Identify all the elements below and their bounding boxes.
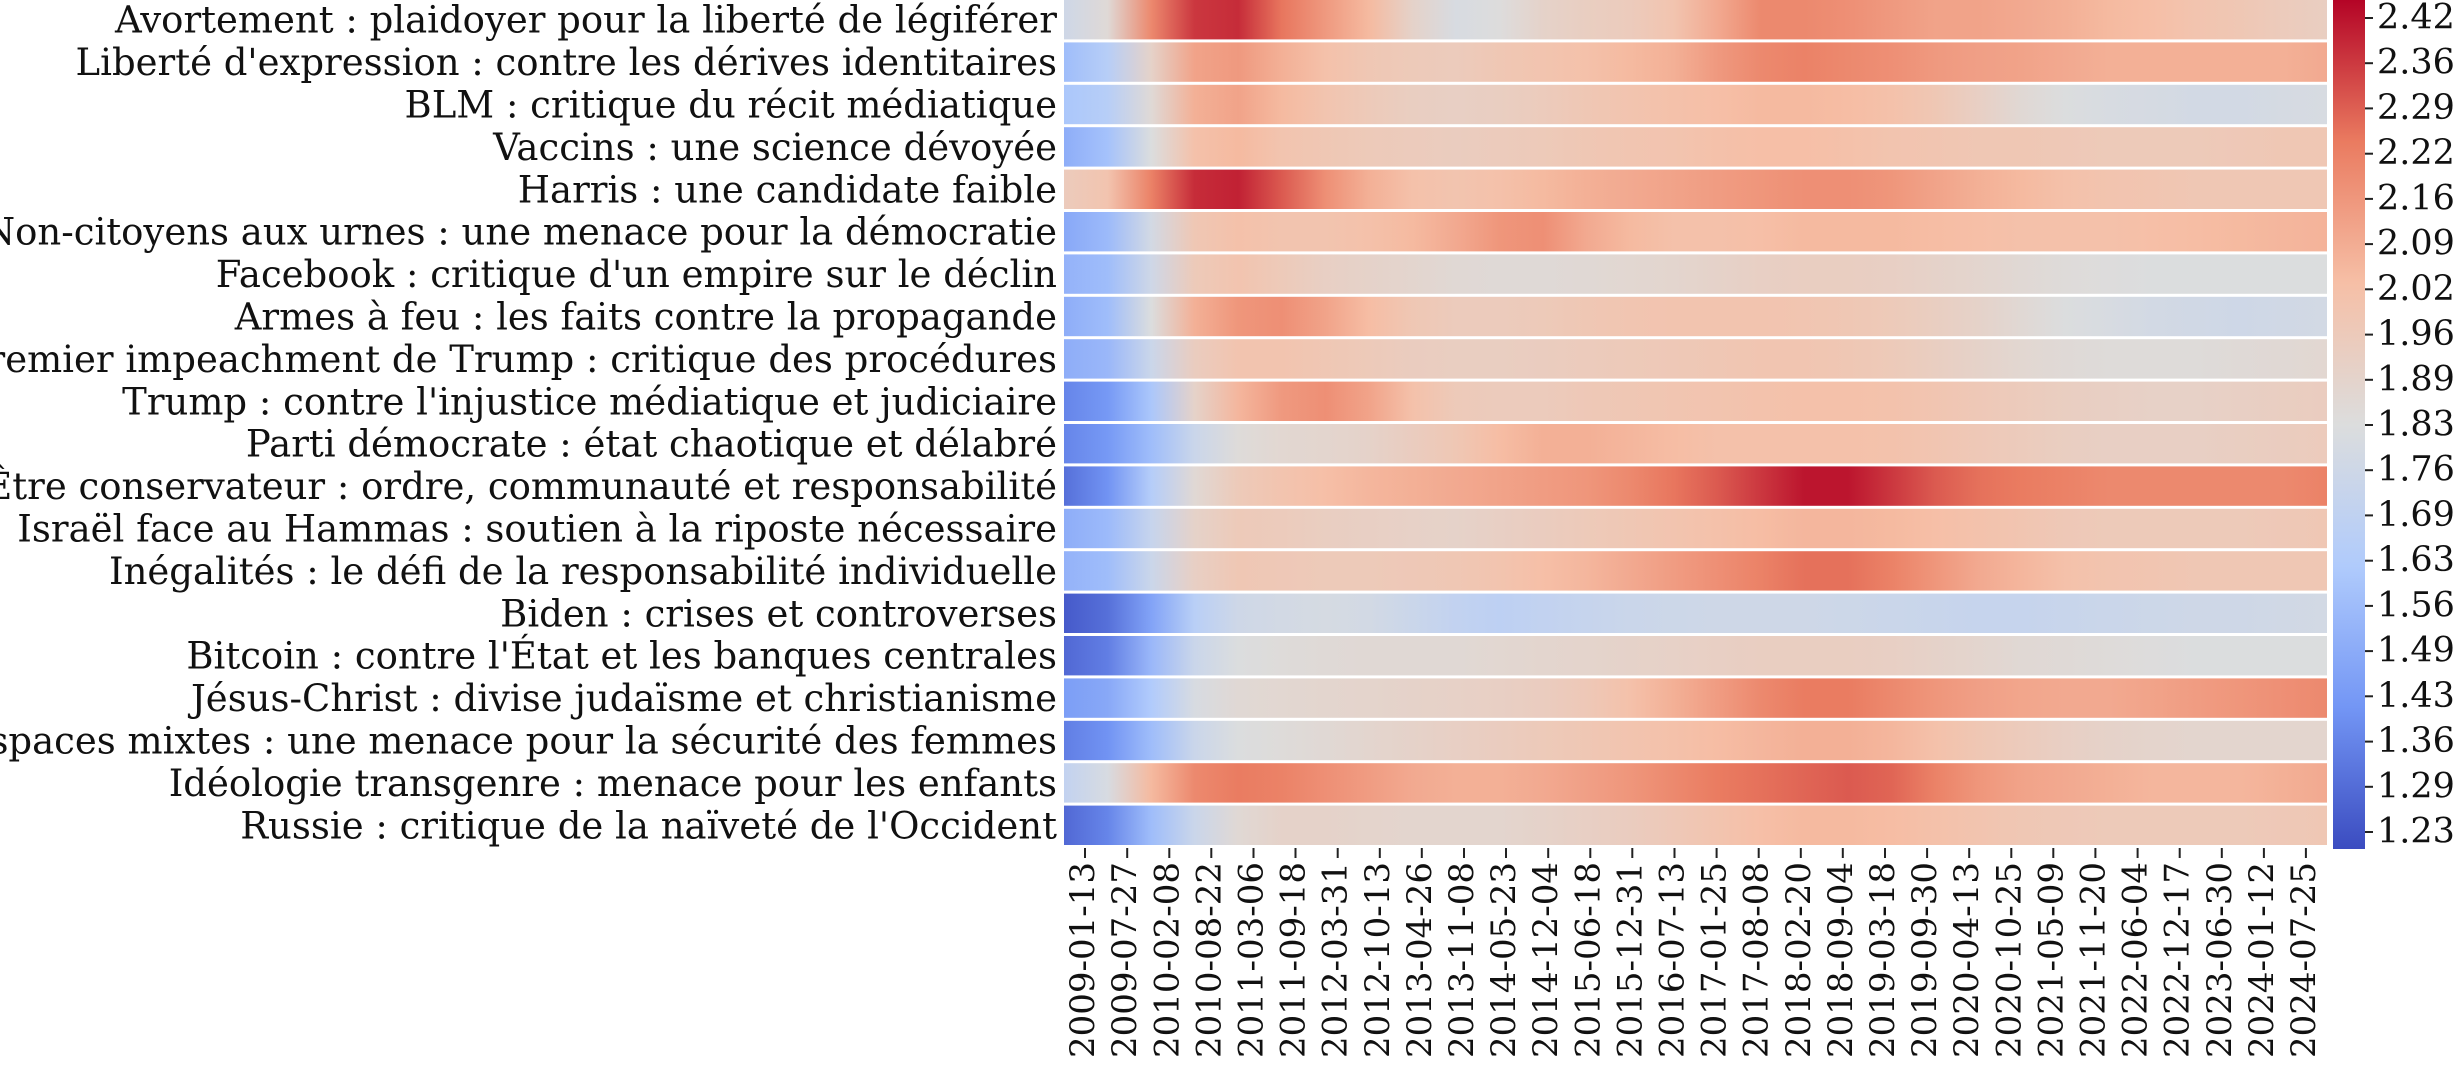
row-label: Armes à feu : les faits contre la propag… bbox=[234, 296, 1057, 339]
colorbar-ticks: 2.42 2.36 2.29 2.22 2.16 2.09 2.02 1.96 1.89 1.83… bbox=[2365, 0, 2455, 852]
colorbar-tick-label: 2.29 bbox=[2377, 88, 2455, 128]
row-label: Jésus-Christ : divise judaïsme et christ… bbox=[187, 677, 1057, 720]
colorbar: 2.42 2.36 2.29 2.22 2.16 2.09 2.02 1.96 1.89 1.83… bbox=[2333, 0, 2455, 852]
row-label: Inégalités : le défi de la responsabilit… bbox=[109, 550, 1057, 593]
colorbar-tick-label: 1.23 bbox=[2377, 812, 2455, 852]
row-label: Harris : une candidate faible bbox=[518, 168, 1057, 211]
heatmap-rows bbox=[1064, 0, 2327, 845]
colorbar-tick-label: 1.56 bbox=[2377, 585, 2455, 625]
colorbar-tick-label: 2.22 bbox=[2377, 133, 2455, 173]
x-tick-label: 2021-05-09 bbox=[2031, 862, 2071, 1058]
x-tick-label: 2009-01-13 bbox=[1063, 862, 1103, 1058]
row-label: Idéologie transgenre : menace pour les e… bbox=[169, 762, 1057, 805]
heatmap-row bbox=[1064, 254, 2327, 294]
x-tick-label: 2011-03-06 bbox=[1232, 862, 1272, 1058]
x-tick-label: 2018-09-04 bbox=[1821, 862, 1861, 1058]
heatmap-row bbox=[1064, 339, 2327, 379]
row-label: Premier impeachment de Trump : critique … bbox=[0, 338, 1057, 381]
heatmap-row bbox=[1064, 84, 2327, 125]
heatmap-row bbox=[1064, 296, 2327, 337]
heatmap-row bbox=[1064, 508, 2327, 549]
colorbar-tick-label: 1.83 bbox=[2377, 405, 2455, 445]
x-tick-label: 2015-06-18 bbox=[1568, 862, 1608, 1058]
row-label: Vaccins : une science dévoyée bbox=[492, 126, 1057, 169]
row-label: Russie : critique de la naïveté de l'Occ… bbox=[240, 804, 1057, 847]
x-tick-label: 2009-07-27 bbox=[1105, 862, 1145, 1058]
heatmap-row bbox=[1064, 212, 2327, 252]
x-tick-label: 2019-03-18 bbox=[1863, 862, 1903, 1058]
colorbar-tick-label: 2.36 bbox=[2377, 43, 2455, 83]
x-tick-label: 2022-06-04 bbox=[2116, 862, 2156, 1058]
x-tick-label: 2012-10-13 bbox=[1358, 862, 1398, 1058]
x-tick-label: 2012-03-31 bbox=[1316, 862, 1356, 1058]
colorbar-tick-label: 2.16 bbox=[2377, 178, 2455, 218]
colorbar-tick-label: 1.96 bbox=[2377, 314, 2455, 354]
colorbar-tick-label: 2.02 bbox=[2377, 269, 2455, 309]
x-tick-label: 2024-01-12 bbox=[2242, 862, 2282, 1058]
x-tick-label: 2023-06-30 bbox=[2200, 862, 2240, 1058]
heatmap-row bbox=[1064, 127, 2327, 167]
colorbar-tick-label: 1.29 bbox=[2377, 766, 2455, 806]
row-label: Israël face au Hammas : soutien à la rip… bbox=[17, 508, 1057, 551]
x-tick-label: 2016-07-13 bbox=[1653, 862, 1693, 1058]
heatmap-row bbox=[1064, 678, 2327, 718]
heatmap-row bbox=[1064, 805, 2327, 845]
heatmap-row bbox=[1064, 636, 2327, 676]
heatmap-row bbox=[1064, 42, 2327, 82]
row-label: Facebook : critique d'un empire sur le d… bbox=[216, 253, 1057, 296]
heatmap-row bbox=[1064, 169, 2327, 209]
x-tick-label: 2020-04-13 bbox=[1947, 862, 1987, 1058]
heatmap-row bbox=[1064, 466, 2327, 506]
heatmap-row bbox=[1064, 551, 2327, 591]
x-tick-label: 2014-05-23 bbox=[1484, 862, 1524, 1058]
colorbar-gradient bbox=[2333, 0, 2365, 849]
colorbar-tick-label: 1.69 bbox=[2377, 495, 2455, 535]
heatmap-row bbox=[1064, 424, 2327, 464]
x-tick-label: 2017-08-08 bbox=[1737, 862, 1777, 1058]
x-tick-label: 2017-01-25 bbox=[1695, 862, 1735, 1058]
colorbar-tick-label: 1.43 bbox=[2377, 676, 2455, 716]
x-tick-label: 2022-12-17 bbox=[2158, 862, 2198, 1058]
colorbar-tick-label: 1.63 bbox=[2377, 540, 2455, 580]
row-label: Biden : crises et controverses bbox=[500, 592, 1057, 635]
heatmap-row bbox=[1064, 0, 2327, 40]
x-tick-label: 2024-07-25 bbox=[2284, 862, 2324, 1058]
x-tick-label: 2011-09-18 bbox=[1274, 862, 1314, 1058]
row-label: Parti démocrate : état chaotique et déla… bbox=[246, 423, 1057, 466]
x-tick-label: 2014-12-04 bbox=[1526, 862, 1566, 1058]
x-tick-label: 2013-11-08 bbox=[1442, 862, 1482, 1058]
x-axis-ticks: 2009-01-13 2009-07-27 2010-02-08 2010-08-22… bbox=[1063, 848, 2324, 1058]
heatmap-row bbox=[1064, 763, 2327, 803]
colorbar-tick-label: 1.49 bbox=[2377, 631, 2455, 671]
row-label: BLM : critique du récit médiatique bbox=[405, 84, 1057, 127]
colorbar-tick-label: 1.89 bbox=[2377, 359, 2455, 399]
row-label: Non-citoyens aux urnes : une menace pour… bbox=[0, 211, 1057, 254]
colorbar-tick-label: 2.42 bbox=[2377, 0, 2455, 38]
x-tick-label: 2019-09-30 bbox=[1905, 862, 1945, 1058]
row-label: Avortement : plaidoyer pour la liberté d… bbox=[114, 0, 1057, 42]
colorbar-tick-label: 1.36 bbox=[2377, 721, 2455, 761]
x-tick-label: 2015-12-31 bbox=[1610, 862, 1650, 1058]
x-tick-label: 2021-11-20 bbox=[2073, 862, 2113, 1058]
row-labels: Avortement : plaidoyer pour la liberté d… bbox=[0, 0, 1057, 847]
x-tick-label: 2018-02-20 bbox=[1779, 862, 1819, 1058]
heatmap-row bbox=[1064, 593, 2327, 633]
x-tick-label: 2010-02-08 bbox=[1147, 862, 1187, 1058]
colorbar-tick-label: 2.09 bbox=[2377, 224, 2455, 264]
heatmap-row bbox=[1064, 720, 2327, 761]
row-label: Trump : contre l'injustice médiatique et… bbox=[122, 380, 1057, 423]
row-label: Bitcoin : contre l'État et les banques c… bbox=[186, 634, 1057, 678]
x-tick-label: 2013-04-26 bbox=[1400, 862, 1440, 1058]
row-label: Espaces mixtes : une menace pour la sécu… bbox=[0, 720, 1057, 763]
row-label: Être conservateur : ordre, communauté et… bbox=[0, 464, 1057, 508]
x-tick-label: 2010-08-22 bbox=[1189, 862, 1229, 1058]
row-label: Liberté d'expression : contre les dérive… bbox=[76, 41, 1057, 84]
heatmap-row bbox=[1064, 381, 2327, 421]
colorbar-tick-label: 1.76 bbox=[2377, 450, 2455, 490]
x-tick-label: 2020-10-25 bbox=[1989, 862, 2029, 1058]
